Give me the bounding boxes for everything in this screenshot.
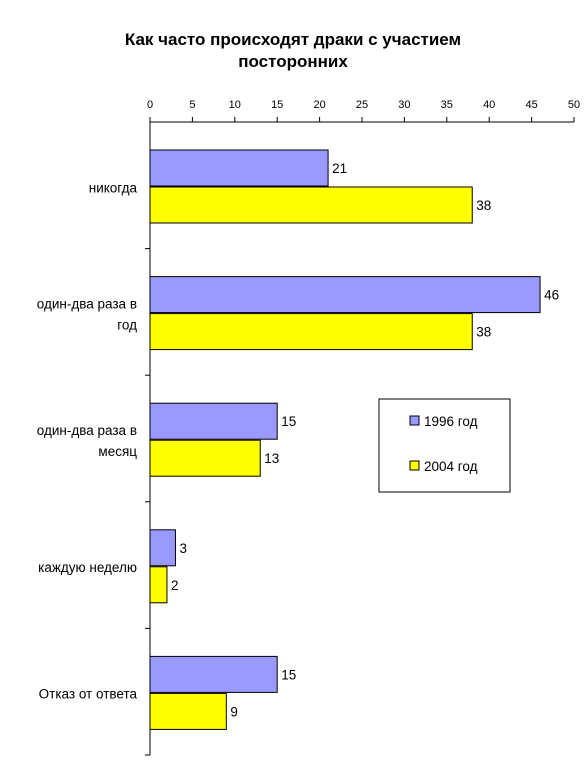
y-category-label: каждую неделю	[38, 560, 137, 575]
x-tick-label: 50	[568, 99, 580, 111]
data-label: 15	[281, 414, 296, 429]
y-category-label-line: никогда	[89, 180, 138, 195]
bar-series-2	[149, 692, 227, 730]
y-category-label: никогда	[89, 180, 138, 195]
data-label: 46	[544, 288, 559, 303]
x-tick-label: 25	[356, 99, 368, 111]
bars	[149, 149, 541, 730]
x-tick-label: 5	[189, 99, 195, 111]
data-label: 21	[332, 161, 347, 176]
y-category-label-line: месяц	[98, 444, 137, 459]
bar-series-2	[149, 313, 473, 351]
y-category-label-line: Отказ от ответа	[39, 687, 138, 702]
x-tick-label: 15	[271, 99, 283, 111]
legend-label: 1996 год	[424, 414, 478, 429]
bar-series-1	[149, 402, 278, 440]
bar-series-2	[149, 186, 473, 224]
legend: 1996 год 2004 год	[378, 398, 511, 493]
bar-series-2	[149, 439, 261, 477]
x-tick-label: 35	[441, 99, 453, 111]
legend-box	[378, 398, 511, 493]
x-axis: 0 5 10 15 20 25 30 35 40 45 50	[147, 99, 580, 123]
data-label: 2	[171, 578, 179, 593]
data-label: 38	[476, 325, 491, 340]
x-tick-label: 10	[229, 99, 241, 111]
chart-title-line-2: посторонних	[238, 52, 348, 71]
chart-title: Как часто происходят драки с участием по…	[125, 30, 461, 71]
y-category-label-line: один-два раза в	[37, 296, 137, 311]
legend-label: 2004 год	[424, 459, 478, 474]
legend-swatch	[409, 460, 420, 471]
y-category-label: один-два раза в месяц	[37, 423, 137, 459]
data-label: 3	[179, 541, 187, 556]
y-category-label: один-два раза в год	[37, 296, 137, 332]
data-labels: 21 46 15 3 15 38 38 13 2 9	[171, 161, 559, 719]
x-tick-label: 20	[313, 99, 325, 111]
legend-swatch	[409, 415, 420, 426]
bar-series-1	[149, 276, 541, 314]
data-label: 38	[476, 198, 491, 213]
x-tick-label: 30	[398, 99, 410, 111]
y-category-label: Отказ от ответа	[39, 687, 138, 702]
y-category-label-line: каждую неделю	[38, 560, 137, 575]
x-tick-label: 0	[147, 99, 153, 111]
bar-series-2	[149, 566, 168, 604]
y-category-label-line: один-два раза в	[37, 423, 137, 438]
data-label: 13	[264, 451, 279, 466]
x-tick-label: 40	[483, 99, 495, 111]
chart-title-line-1: Как часто происходят драки с участием	[125, 30, 461, 49]
bar-series-1	[149, 529, 176, 567]
x-tick-label: 45	[525, 99, 537, 111]
bar-series-1	[149, 149, 329, 187]
bar-series-1	[149, 655, 278, 693]
data-label: 9	[230, 704, 238, 719]
y-category-label-line: год	[117, 317, 137, 332]
data-label: 15	[281, 667, 296, 682]
